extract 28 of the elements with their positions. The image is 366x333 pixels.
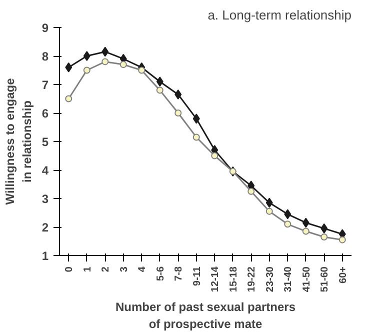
x-tick-label: 15-18: [228, 266, 240, 292]
y-tick-label: 1: [42, 249, 49, 263]
x-tick-label: 4: [137, 266, 148, 272]
y-tick-label: 5: [42, 135, 49, 149]
x-tick-label: 5-6: [155, 266, 166, 281]
y-axis-title: Willingness to engage in relationship: [3, 78, 34, 205]
x-tick-label: 9-11: [192, 266, 203, 286]
x-tick-label: 12-14: [210, 266, 222, 292]
y-tick-label: 4: [42, 164, 49, 178]
x-tick-label: 7-8: [174, 266, 185, 281]
x-tick-label: 31-40: [283, 266, 294, 292]
y-tick-label: 8: [42, 50, 49, 64]
x-tick-label: 2: [100, 266, 112, 272]
y-tick-label: 2: [42, 220, 49, 234]
x-tick-label: 51-60: [320, 266, 331, 292]
x-tick-label: 0: [64, 266, 76, 272]
x-tick-label: 41-50: [301, 266, 312, 292]
x-tick-label: 60+: [338, 266, 349, 284]
y-tick-label: 6: [42, 106, 49, 120]
x-axis-title: Number of past sexual partners of prospective mate: [115, 300, 296, 331]
x-tick-label: 19-22: [246, 266, 258, 292]
x-tick-label: 1: [82, 266, 94, 272]
y-tick-label: 3: [42, 192, 49, 206]
y-tick-label: 7: [42, 78, 49, 92]
x-tick-label: 3: [118, 266, 130, 272]
x-tick-label: 23-30: [264, 266, 276, 292]
y-tick-label: 9: [42, 21, 49, 35]
chart-title: a. Long-term relationship: [208, 8, 352, 22]
